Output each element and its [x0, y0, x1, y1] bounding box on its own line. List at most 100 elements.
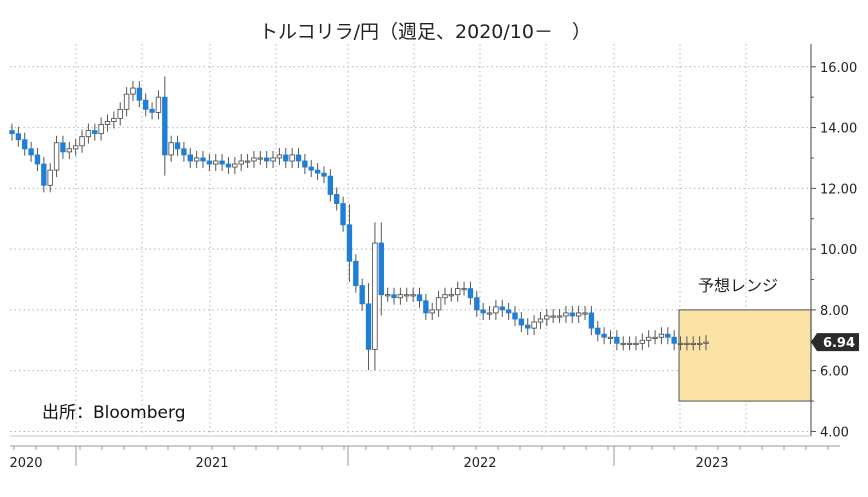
candle-down	[219, 160, 225, 165]
candle-up	[384, 294, 391, 297]
candle-down	[665, 333, 671, 338]
candle-down	[588, 312, 595, 329]
candle-up	[582, 312, 588, 315]
candle-down	[365, 303, 372, 350]
candle-up	[620, 342, 626, 345]
candle-down	[353, 260, 359, 286]
candle-up	[289, 154, 295, 162]
candle-down	[359, 285, 365, 305]
candle-up	[493, 306, 499, 314]
candle-up	[155, 96, 162, 113]
candle-up	[626, 342, 633, 345]
candle-down	[15, 133, 22, 141]
candle-up	[232, 163, 238, 168]
candle-down	[9, 130, 15, 135]
candle-up	[53, 142, 60, 171]
candle-down	[423, 300, 429, 314]
y-tick-label: 12.00	[820, 182, 857, 197]
candle-up	[130, 87, 136, 95]
candle-down	[263, 157, 270, 162]
candle-down	[505, 309, 512, 314]
x-tick-label: 2021	[195, 456, 228, 471]
candle-up	[404, 294, 410, 297]
candle-up	[251, 157, 257, 162]
candle-up	[238, 160, 244, 165]
candle-down	[136, 87, 143, 101]
y-tick-label: 16.00	[820, 61, 857, 76]
candle-down	[187, 154, 193, 162]
candle-up	[270, 157, 276, 162]
candle-up	[575, 312, 582, 317]
candle-down	[595, 327, 601, 335]
candle-down	[525, 324, 531, 329]
candle-down	[295, 154, 302, 162]
candle-down	[671, 336, 677, 344]
y-tick-label: 14.00	[820, 122, 857, 137]
candle-down	[174, 142, 181, 150]
candle-up	[461, 288, 467, 291]
candle-up	[633, 342, 639, 345]
candle-down	[499, 306, 505, 311]
candle-up	[66, 148, 72, 153]
candle-up	[448, 294, 455, 297]
candle-down	[334, 194, 340, 204]
candle-up	[652, 336, 658, 339]
candle-down	[614, 336, 620, 344]
candle-up	[168, 142, 174, 156]
candle-up	[690, 342, 696, 345]
candle-down	[41, 163, 47, 186]
forecast-band	[678, 309, 812, 402]
forecast-band-group	[678, 309, 812, 402]
candle-up	[646, 336, 652, 341]
candle-down	[314, 169, 321, 174]
candle-up	[435, 297, 442, 311]
candle-down	[34, 154, 41, 165]
candle-up	[397, 294, 404, 299]
x-tick-label: 2023	[695, 456, 728, 471]
candle-up	[372, 242, 378, 350]
forecast-range-label: 予想レンジ	[698, 276, 778, 295]
candle-down	[22, 139, 28, 150]
candle-up	[123, 93, 130, 110]
candle-up	[104, 121, 111, 125]
candle-up	[531, 321, 537, 329]
candle-up	[111, 118, 117, 122]
candle-up	[684, 342, 690, 345]
chart-title: トルコリラ/円（週足、2020/10－ ）	[259, 21, 591, 43]
candle-down	[200, 157, 206, 162]
y-tick-label: 4.00	[820, 425, 849, 440]
candle-down	[512, 312, 518, 320]
candle-down	[327, 175, 334, 195]
candles	[9, 76, 709, 371]
candle-up	[47, 169, 53, 186]
candle-up	[213, 160, 219, 165]
candle-up	[677, 342, 684, 345]
candle-up	[442, 294, 448, 299]
candle-up	[429, 309, 435, 314]
candle-up	[72, 145, 79, 150]
candle-up	[79, 136, 85, 147]
candle-down	[283, 154, 289, 162]
candle-down	[569, 312, 575, 317]
candle-down	[302, 160, 308, 168]
candle-up	[454, 288, 461, 296]
candle-up	[244, 160, 251, 163]
candle-up	[696, 342, 703, 345]
candle-down	[416, 294, 423, 302]
last-value-badge	[811, 333, 859, 352]
candle-up	[537, 318, 544, 323]
candle-down	[518, 318, 525, 326]
candle-down	[181, 148, 187, 156]
candle-down	[467, 288, 474, 299]
candle-up	[658, 333, 665, 338]
candle-down	[378, 242, 384, 296]
candle-up	[563, 312, 569, 317]
candle-down	[92, 130, 98, 135]
candle-up	[257, 157, 264, 160]
candle-down	[346, 224, 353, 262]
grid	[10, 44, 811, 436]
candle-up	[550, 315, 556, 318]
candle-up	[276, 154, 283, 159]
candle-down	[143, 99, 149, 110]
